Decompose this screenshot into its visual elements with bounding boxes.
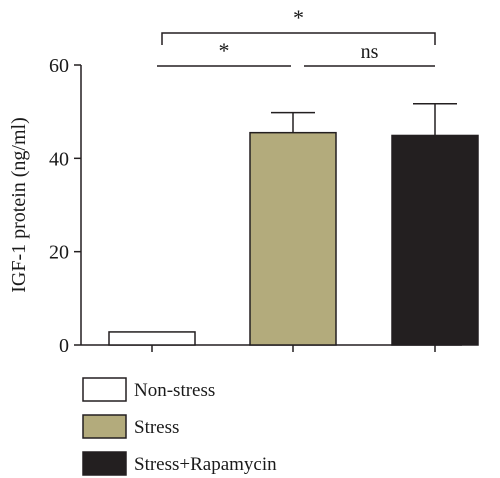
error-bars xyxy=(271,102,457,136)
legend-label: Stress+Rapamycin xyxy=(134,454,277,475)
bar-stress-rapamycin xyxy=(391,134,479,346)
y-tick-label: 0 xyxy=(59,335,69,357)
y-tick-label: 40 xyxy=(49,148,69,170)
legend-label: Non-stress xyxy=(134,380,215,401)
legend-swatch xyxy=(82,451,127,476)
bar-stress xyxy=(249,131,337,346)
significance-bracket xyxy=(161,32,436,45)
legend-swatch xyxy=(82,414,127,439)
significance-label: * xyxy=(293,5,304,30)
legend-swatch xyxy=(82,377,127,402)
y-tick-label: 20 xyxy=(49,242,69,264)
significance-label: * xyxy=(219,38,230,63)
y-axis-label: IGF-1 protein (ng/ml) xyxy=(8,117,30,293)
legend: Non-stress Stress Stress+Rapamycin xyxy=(82,377,277,476)
y-tick-label: 60 xyxy=(49,55,69,77)
legend-label: Stress xyxy=(134,417,179,438)
significance-brackets: * ns * xyxy=(157,5,436,67)
bar-non-stress xyxy=(108,331,196,346)
chart-bars xyxy=(108,131,479,346)
significance-label: ns xyxy=(361,41,379,63)
